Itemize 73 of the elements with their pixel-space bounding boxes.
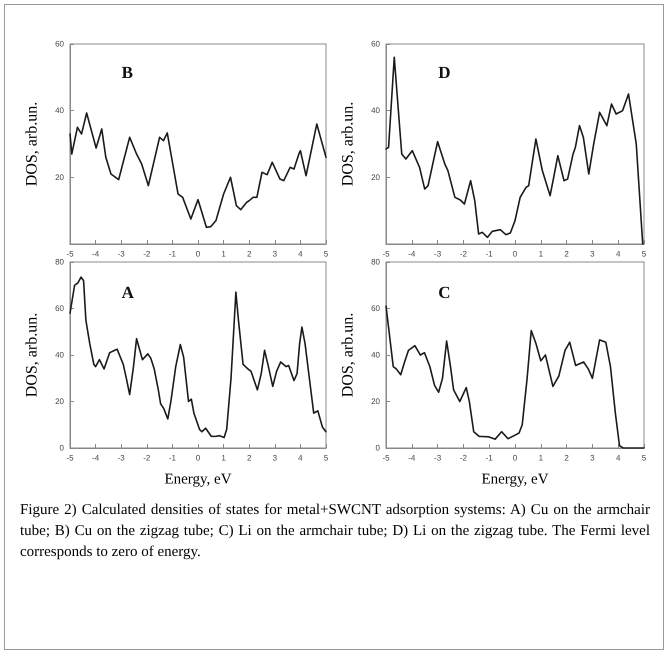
line-series [69,276,327,438]
y-tick-label: 60 [55,304,65,313]
y-axis-title: DOS, arb.un. [340,102,356,186]
y-tick-label: 80 [371,258,381,266]
annotation: B [122,63,133,82]
annotation: A [122,283,135,302]
x-tick-label: 1 [221,454,226,462]
x-tick-label: 2 [246,454,252,462]
annotation: C [438,283,451,302]
x-tick-label: 5 [324,454,329,462]
x-tick-label: -4 [408,454,416,462]
y-tick-label: 20 [371,172,381,182]
x-tick-label: 0 [196,454,201,462]
x-tick-label: -4 [92,250,100,258]
x-tick-label: 3 [272,250,278,258]
x-tick-label: 3 [272,454,278,462]
x-tick-label: 0 [512,454,518,462]
x-tick-label: -3 [434,454,442,462]
y-tick-label: 0 [376,444,381,452]
y-tick-label: 60 [371,40,381,48]
x-tick-label: 4 [298,454,304,462]
x-tick-label: 2 [564,454,570,462]
x-tick-label: -5 [66,454,74,462]
y-tick-label: 20 [55,172,65,182]
x-tick-label: 5 [642,250,647,258]
x-axis-title: Energy, eV [481,472,549,488]
x-tick-label: 4 [298,250,304,258]
x-tick-label: 1 [538,250,544,258]
x-tick-label: 3 [590,250,596,258]
caption: Figure 2) Calculated densities of states for metal+SWCNT adsorption systems: A) Cu on the armchair tube; B) Cu on the zigzag tube; C) Li on the armchair tube; D) Li on the zigzag tube. The Fermi level corresponds to zero of energy. [20,501,650,562]
y-tick-label: 0 [60,444,65,452]
y-tick-label: 60 [371,304,381,313]
x-tick-label: 5 [642,454,647,462]
x-tick-label: -1 [486,250,494,258]
x-tick-label: 4 [616,454,621,462]
y-tick-label: 20 [55,397,65,406]
y-tick-label: 80 [55,258,65,266]
y-axis-title: DOS, arb.un. [24,102,40,186]
x-tick-label: -4 [408,250,416,258]
x-tick-label: -3 [118,454,126,462]
x-tick-label: 1 [538,454,544,462]
x-tick-label: 4 [616,250,621,258]
y-tick-label: 60 [55,40,65,48]
x-tick-label: -1 [486,454,494,462]
x-tick-label: -3 [434,250,442,258]
x-tick-label: -1 [168,250,176,258]
x-tick-label: 2 [564,250,570,258]
x-tick-label: -2 [460,250,468,258]
y-axis-title: DOS, arb.un. [340,312,356,398]
x-tick-label: -2 [143,250,151,258]
y-tick-label: 40 [55,106,65,116]
y-tick-label: 20 [371,397,381,406]
x-tick-label: -3 [118,250,126,258]
x-tick-label: -5 [382,454,390,462]
x-tick-label: 3 [590,454,596,462]
x-tick-label: 0 [512,250,518,258]
x-tick-label: -4 [92,454,100,462]
x-tick-label: 0 [196,250,201,258]
y-axis-title: DOS, arb.un. [24,312,40,398]
x-tick-label: 5 [324,250,329,258]
y-tick-label: 40 [55,350,65,360]
x-axis-title: Energy, eV [164,472,232,488]
x-tick-label: -1 [168,454,176,462]
x-tick-label: 2 [246,250,252,258]
y-tick-label: 40 [371,350,381,360]
x-tick-label: -5 [382,250,390,258]
x-tick-label: 1 [221,250,226,258]
x-tick-label: -2 [460,454,468,462]
line-series [69,112,327,228]
annotation: D [438,63,451,82]
y-tick-label: 40 [371,106,381,116]
x-tick-label: -2 [143,454,151,462]
x-tick-label: -5 [66,250,74,258]
